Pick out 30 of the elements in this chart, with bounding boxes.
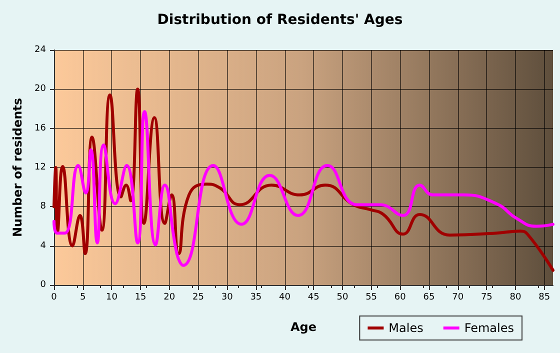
x-tick-label: 10 — [106, 292, 118, 302]
y-tick-label: 20 — [34, 84, 46, 94]
x-tick-label: 80 — [510, 292, 522, 302]
y-tick-label: 4 — [40, 240, 46, 251]
x-tick-label: 55 — [366, 292, 378, 302]
x-tick-label: 20 — [164, 292, 176, 302]
x-tick-label: 5 — [80, 292, 86, 302]
x-tick-label: 75 — [480, 292, 492, 302]
chart-title: Distribution of Residents' Ages — [157, 12, 403, 28]
y-tick-label: 8 — [40, 202, 46, 212]
y-tick-label: 24 — [34, 45, 46, 55]
y-axis-title: Number of residents — [10, 98, 25, 238]
y-tick-label: 12 — [34, 162, 46, 172]
x-tick-label: 25 — [192, 292, 204, 302]
x-tick-label: 35 — [250, 292, 262, 302]
x-tick-label: 85 — [538, 292, 550, 302]
x-tick-label: 50 — [336, 292, 348, 302]
x-axis-title: Age — [290, 320, 317, 334]
x-tick-label: 70 — [452, 292, 464, 302]
x-tick-label: 40 — [279, 292, 291, 302]
y-tick-label: 0 — [40, 280, 46, 290]
legend-label: Females — [464, 321, 514, 335]
x-tick-label: 45 — [308, 292, 320, 302]
x-tick-label: 0 — [51, 292, 58, 302]
x-tick-label: 15 — [134, 292, 146, 302]
x-tick-label: 65 — [423, 292, 435, 302]
legend-label: Males — [388, 321, 424, 335]
x-tick-label: 30 — [221, 292, 234, 302]
y-tick-label: 16 — [34, 123, 46, 134]
x-tick-label: 60 — [394, 292, 406, 302]
